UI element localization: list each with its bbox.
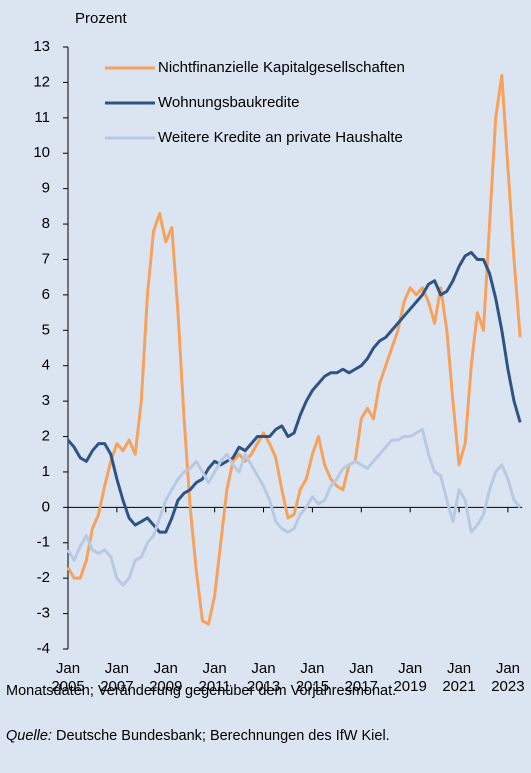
y-tick-label: 13: [33, 38, 50, 55]
x-tick-label: Jan 2015: [295, 660, 330, 695]
x-tick-label: Jan 2019: [393, 660, 427, 695]
y-tick-label: 6: [42, 286, 50, 303]
y-tick-label: 5: [42, 321, 50, 338]
source-label: Quelle:: [6, 728, 52, 744]
x-tick-label: Jan 2009: [149, 660, 183, 695]
y-tick-label: 4: [42, 357, 50, 374]
x-tick-label: Jan 2023: [491, 660, 525, 695]
series-line: [66, 427, 522, 587]
legend-label: Wohnungsbaukredite: [158, 94, 300, 111]
y-tick-label: 2: [42, 427, 50, 444]
y-tick-label: 8: [42, 215, 50, 232]
y-tick-label: 10: [33, 144, 50, 161]
x-tick-label: Jan 2017: [344, 660, 378, 695]
source-text: Deutsche Bundesbank; Berechnungen des If…: [55, 728, 390, 744]
x-tick-label: Jan 2021: [442, 660, 476, 695]
chart: Prozent -4-3-2-1012345678910111213Nichtf…: [33, 10, 523, 657]
y-axis-title: Prozent: [75, 10, 128, 27]
series-line: [66, 73, 522, 626]
y-tick-label: 9: [42, 180, 50, 197]
x-tick-label: Jan 2007: [100, 660, 134, 695]
y-tick-label: -3: [37, 605, 50, 622]
y-tick-label: 7: [42, 250, 50, 267]
note: Monatsdaten; Veränderung gegenüber dem V…: [6, 683, 397, 699]
series-line: [66, 250, 522, 534]
y-tick-label: 12: [33, 73, 50, 90]
y-tick-label: 0: [42, 498, 50, 515]
x-tick-label: Jan 2013: [246, 660, 281, 695]
y-tick-label: -4: [37, 640, 50, 657]
source: Quelle: Deutsche Bundesbank; Berechnunge…: [6, 728, 390, 744]
x-tick-label: Jan 2011: [198, 660, 231, 695]
x-tick-label: Jan 2005: [51, 660, 85, 695]
y-tick-label: -1: [37, 534, 50, 551]
y-tick-label: -2: [37, 569, 50, 586]
legend-label: Nichtfinanzielle Kapitalgesellschaften: [158, 59, 405, 76]
y-tick-label: 11: [34, 109, 50, 126]
legend-label: Weitere Kredite an private Haushalte: [158, 129, 403, 146]
y-tick-label: 3: [42, 392, 50, 409]
y-tick-label: 1: [42, 463, 50, 480]
